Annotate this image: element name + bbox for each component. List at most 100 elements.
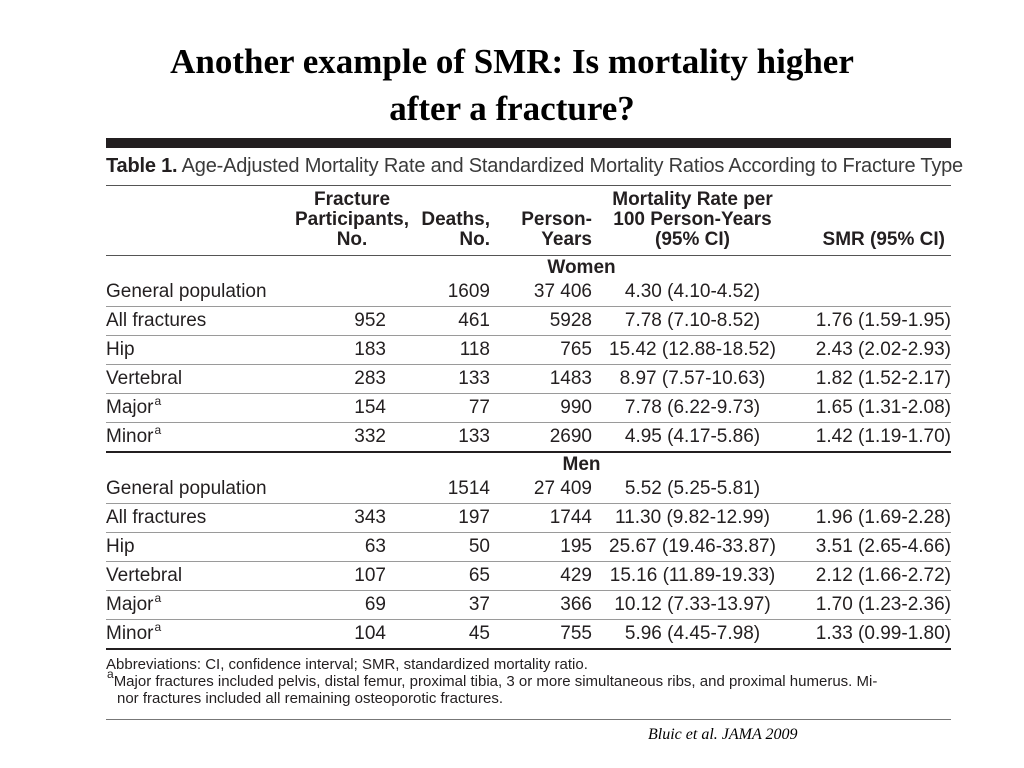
slide-title-line-2: after a fracture?	[389, 89, 635, 128]
row-label-text: General population	[106, 281, 267, 302]
cell-deaths: 65	[412, 561, 492, 591]
cell-person-years: 5928	[492, 306, 594, 336]
cell-mortality-rate: 8.97 (7.57-10.63)	[594, 364, 791, 394]
table-row: Vertebral 107 65 429 15.16 (11.89-19.33) 2.12…	[106, 561, 951, 591]
cell-smr	[791, 278, 951, 307]
section-header-men: Men	[106, 452, 951, 475]
cell-person-years: 27 409	[492, 475, 594, 504]
row-label: General population	[106, 278, 292, 307]
slide-title-line-1: Another example of SMR: Is mortality hig…	[170, 42, 854, 81]
footnote-a-line-1: Major fractures included pelvis, distal …	[113, 673, 878, 690]
header-person-years: Person- Years	[521, 209, 592, 250]
footnote-ref: a	[154, 620, 162, 634]
row-label: Vertebral	[106, 561, 292, 591]
section-label: Women	[547, 257, 616, 278]
cell-participants: 952	[292, 306, 412, 336]
cell-mortality-rate: 11.30 (9.82-12.99)	[594, 503, 791, 533]
row-label-text: General population	[106, 478, 267, 499]
table-caption-label: Table 1.	[106, 155, 178, 177]
header-mortality-rate: Mortality Rate per 100 Person-Years (95%…	[612, 189, 773, 250]
cell-person-years: 1483	[492, 364, 594, 394]
row-label-text: Minor	[106, 426, 154, 447]
cell-mortality-rate: 7.78 (7.10-8.52)	[594, 306, 791, 336]
cell-deaths: 118	[412, 335, 492, 365]
cell-mortality-rate: 4.30 (4.10-4.52)	[594, 278, 791, 307]
cell-deaths: 1609	[412, 278, 492, 307]
footnote-bottom-rule	[106, 719, 951, 720]
cell-deaths: 50	[412, 532, 492, 562]
cell-deaths: 37	[412, 590, 492, 620]
row-label-text: All fractures	[106, 507, 207, 528]
row-label-text: Hip	[106, 536, 135, 557]
cell-participants: 183	[292, 335, 412, 365]
cell-person-years: 765	[492, 335, 594, 365]
citation: Bluic et al. JAMA 2009	[648, 726, 798, 743]
cell-deaths: 133	[412, 422, 492, 453]
cell-smr: 1.76 (1.59-1.95)	[791, 306, 951, 336]
row-label-text: Minor	[106, 623, 154, 644]
caption-rule	[106, 185, 951, 186]
table-body: Women General population 1609 37 406 4.30 (4…	[106, 256, 951, 650]
cell-deaths: 45	[412, 619, 492, 650]
cell-mortality-rate: 15.16 (11.89-19.33)	[594, 561, 791, 591]
cell-smr: 1.65 (1.31-2.08)	[791, 393, 951, 423]
footnote-marker: a	[107, 667, 114, 681]
cell-person-years: 990	[492, 393, 594, 423]
row-label: Minora	[106, 422, 292, 453]
cell-mortality-rate: 15.42 (12.88-18.52)	[594, 335, 791, 365]
footnote-ref: a	[154, 394, 162, 408]
slide-title: Another example of SMR: Is mortality hig…	[0, 38, 1024, 132]
section-header-women: Women	[106, 256, 951, 278]
cell-deaths: 461	[412, 306, 492, 336]
table-row: Majora 154 77 990 7.78 (6.22-9.73) 1.65 (1.31…	[106, 393, 951, 423]
cell-participants: 332	[292, 422, 412, 453]
table-top-rule	[106, 138, 951, 148]
cell-deaths: 1514	[412, 475, 492, 504]
row-label-text: All fractures	[106, 310, 207, 331]
cell-deaths: 77	[412, 393, 492, 423]
footnote-ref: a	[154, 423, 162, 437]
table-caption-text: Age-Adjusted Mortality Rate and Standard…	[181, 155, 964, 177]
footnote-abbreviations: Abbreviations: CI, confidence interval; …	[106, 656, 588, 673]
table-row: General population 1514 27 409 5.52 (5.25-5…	[106, 475, 951, 504]
row-label: All fractures	[106, 306, 292, 336]
cell-person-years: 366	[492, 590, 594, 620]
cell-smr: 1.70 (1.23-2.36)	[791, 590, 951, 620]
table-row: Hip 183 118 765 15.42 (12.88-18.52) 2.43 (2.0…	[106, 335, 951, 365]
table-row: All fractures 343 197 1744 11.30 (9.82-12.99…	[106, 503, 951, 533]
table-header-row: Fracture Participants, No. Deaths, No. P…	[106, 186, 951, 256]
cell-smr: 1.42 (1.19-1.70)	[791, 422, 951, 453]
cell-participants: 69	[292, 590, 412, 620]
cell-person-years: 429	[492, 561, 594, 591]
row-label: Majora	[106, 590, 292, 620]
row-label-text: Vertebral	[106, 565, 183, 586]
cell-person-years: 195	[492, 532, 594, 562]
table-row: Hip 63 50 195 25.67 (19.46-33.87) 3.51 (2.65-…	[106, 532, 951, 562]
row-label: Hip	[106, 532, 292, 562]
cell-smr: 3.51 (2.65-4.66)	[791, 532, 951, 562]
cell-deaths: 197	[412, 503, 492, 533]
table-row: Majora 69 37 366 10.12 (7.33-13.97) 1.70 (1.2…	[106, 590, 951, 620]
table-row: All fractures 952 461 5928 7.78 (7.10-8.52) 1…	[106, 306, 951, 336]
row-label: All fractures	[106, 503, 292, 533]
row-label-text: Major	[106, 397, 154, 418]
mortality-table: Fracture Participants, No. Deaths, No. P…	[106, 186, 951, 650]
cell-smr: 1.82 (1.52-2.17)	[791, 364, 951, 394]
row-label: Vertebral	[106, 364, 292, 394]
cell-participants	[292, 475, 412, 504]
cell-participants: 104	[292, 619, 412, 650]
header-rule	[106, 255, 951, 256]
cell-participants: 107	[292, 561, 412, 591]
cell-participants: 154	[292, 393, 412, 423]
cell-deaths: 133	[412, 364, 492, 394]
header-participants: Fracture Participants, No.	[294, 189, 410, 250]
cell-smr: 1.96 (1.69-2.28)	[791, 503, 951, 533]
cell-participants: 63	[292, 532, 412, 562]
cell-mortality-rate: 5.96 (4.45-7.98)	[594, 619, 791, 650]
table-row: Minora 104 45 755 5.96 (4.45-7.98) 1.33 (0.99…	[106, 619, 951, 650]
cell-smr: 2.43 (2.02-2.93)	[791, 335, 951, 365]
row-label: General population	[106, 475, 292, 504]
mortality-table-figure: Table 1. Age-Adjusted Mortality Rate and…	[106, 138, 963, 720]
header-label-cell	[106, 186, 292, 256]
row-label: Majora	[106, 393, 292, 423]
